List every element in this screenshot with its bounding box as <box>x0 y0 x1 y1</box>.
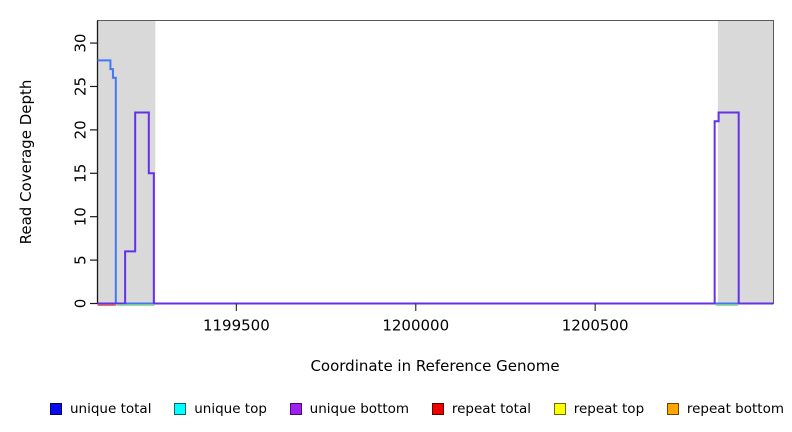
plot-border <box>97 20 774 304</box>
series-line-unique-total <box>97 59 774 305</box>
legend-swatch <box>666 403 679 415</box>
y-axis-title: Read Coverage Depth <box>17 80 35 245</box>
legend-item: repeat top <box>553 401 645 417</box>
repeat-region-rect <box>97 20 156 304</box>
legend-label: unique top <box>194 401 267 417</box>
x-tick-label: 1200000 <box>382 317 449 335</box>
repeat-region-shading <box>97 20 774 304</box>
legend-swatch <box>431 403 444 415</box>
y-tick-label: 10 <box>72 207 90 226</box>
x-tick-label: 1199500 <box>203 317 270 335</box>
legend-item: unique total <box>50 401 151 417</box>
legend-swatch <box>50 403 62 415</box>
legend-swatch <box>174 403 187 415</box>
legend-label: repeat top <box>573 401 645 417</box>
legend-label: unique total <box>70 401 152 417</box>
legend-label: unique bottom <box>309 401 410 417</box>
x-axis-title: Coordinate in Reference Genome <box>310 357 559 375</box>
x-tick-label: 1200500 <box>562 317 629 335</box>
y-axis: 0 5 10 15 20 25 30 <box>72 34 98 309</box>
legend: unique total unique top unique bottom repea… <box>0 397 792 421</box>
y-tick-label: 15 <box>72 164 90 183</box>
legend-item: unique bottom <box>289 401 410 417</box>
y-tick-label: 0 <box>72 299 90 309</box>
legend-label: repeat total <box>451 401 531 417</box>
legend-item: repeat total <box>431 401 531 417</box>
repeat-region-rect <box>717 20 774 304</box>
series-line-unique-bottom <box>97 111 774 305</box>
legend-swatch <box>289 403 302 415</box>
legend-swatch <box>553 403 566 415</box>
x-axis: 1199500 1200000 1200500 <box>203 303 629 335</box>
y-tick-label: 30 <box>72 34 90 53</box>
y-tick-label: 20 <box>72 120 90 139</box>
y-tick-label: 25 <box>72 77 90 96</box>
y-tick-label: 5 <box>72 255 90 265</box>
series-lines <box>97 59 774 305</box>
legend-item: unique top <box>174 401 267 417</box>
legend-label: repeat bottom <box>686 401 784 417</box>
coverage-plot: 1199500 1200000 1200500 0 5 10 15 20 25 30 Coord… <box>17 20 774 375</box>
legend-item: repeat bottom <box>666 401 784 417</box>
plot-box <box>96 20 774 305</box>
